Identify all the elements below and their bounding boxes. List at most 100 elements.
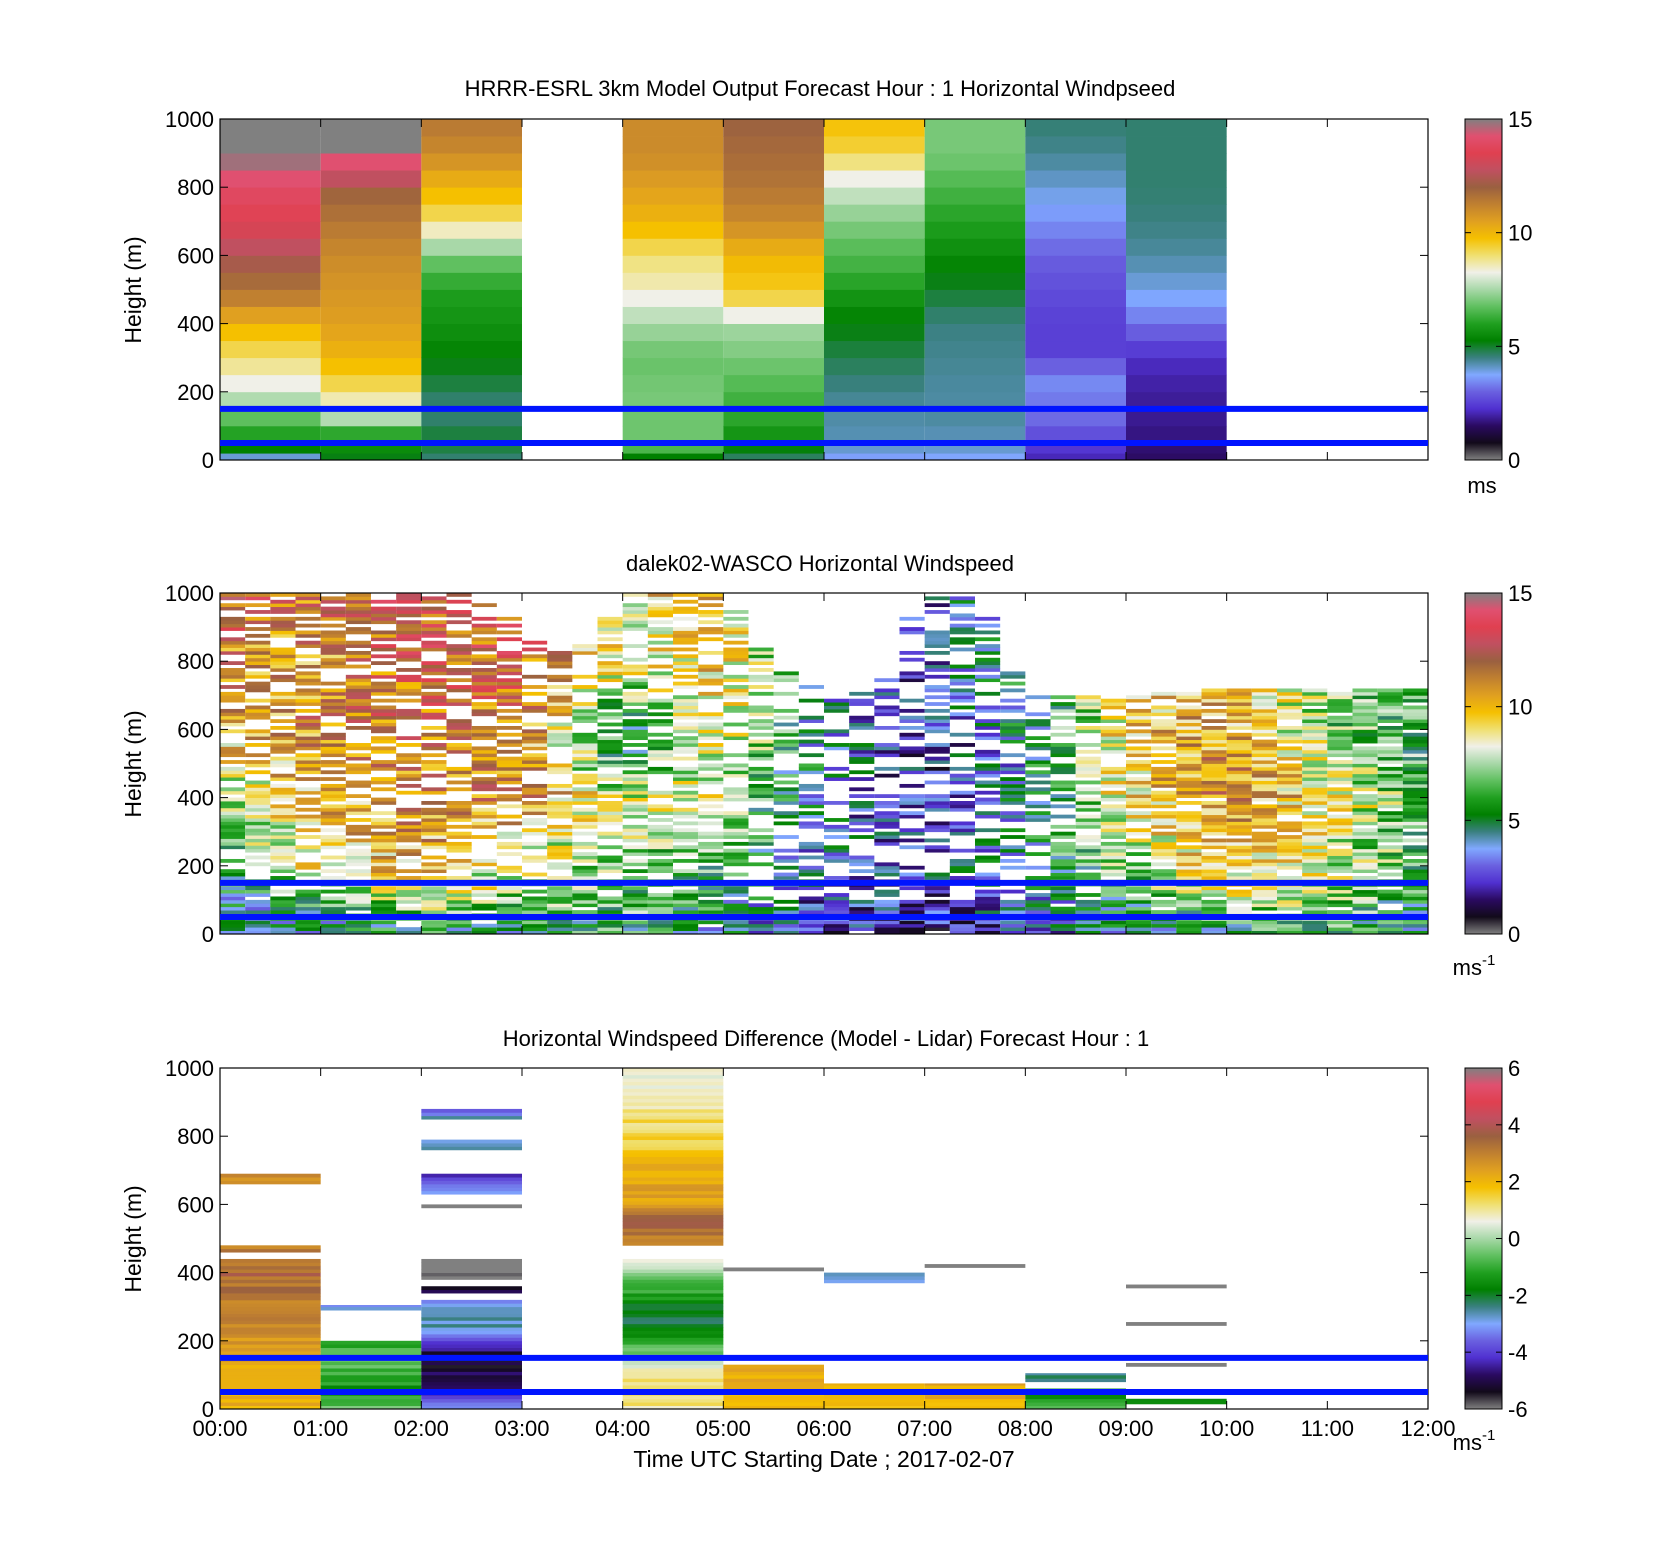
heatmap-cell	[270, 855, 296, 860]
heatmap-cell	[220, 1381, 321, 1386]
heatmap-cell	[874, 678, 900, 683]
heatmap-cell	[421, 1265, 522, 1270]
colorbar-tick-label: 15	[1508, 107, 1532, 132]
heatmap-cell	[673, 698, 699, 703]
heatmap-cell	[924, 442, 1026, 454]
heatmap-cell	[698, 777, 724, 781]
heatmap-cell	[1327, 848, 1353, 853]
heatmap-cell	[547, 930, 573, 934]
heatmap-cell	[1277, 753, 1303, 758]
heatmap-cell	[924, 633, 950, 638]
heatmap-cell	[975, 623, 1001, 628]
heatmap-cell	[622, 1122, 724, 1127]
heatmap-cell	[1025, 760, 1051, 764]
heatmap-cell	[673, 848, 699, 853]
heatmap-cell	[446, 876, 472, 880]
heatmap-cell	[1050, 715, 1076, 720]
heatmap-cell	[320, 633, 346, 638]
heatmap-cell	[1000, 739, 1026, 744]
heatmap-cell	[220, 841, 246, 846]
heatmap-cell	[1050, 702, 1076, 706]
heatmap-cell	[270, 777, 296, 781]
heatmap-cell	[1176, 814, 1202, 819]
heatmap-cell	[1226, 695, 1252, 700]
heatmap-cell	[1352, 889, 1378, 894]
heatmap-cell	[396, 852, 422, 856]
heatmap-cell	[924, 749, 950, 754]
heatmap-cell	[371, 848, 397, 853]
heatmap-cell	[220, 306, 321, 324]
heatmap-cell	[622, 289, 724, 307]
heatmap-cell	[220, 170, 321, 188]
heatmap-cell	[295, 896, 321, 901]
heatmap-cell	[1151, 773, 1177, 778]
heatmap-cell	[220, 869, 246, 874]
heatmap-cell	[1377, 790, 1403, 795]
heatmap-cell	[1151, 770, 1177, 775]
heatmap-cell	[1050, 797, 1076, 802]
heatmap-cell	[798, 739, 824, 744]
heatmap-cell	[1402, 814, 1428, 819]
heatmap-cell	[874, 743, 900, 747]
heatmap-cell	[572, 732, 598, 737]
heatmap-cell	[1000, 722, 1026, 727]
heatmap-cell	[421, 766, 447, 771]
heatmap-cell	[320, 770, 346, 775]
heatmap-cell	[1100, 804, 1126, 809]
heatmap-cell	[220, 1265, 321, 1270]
heatmap-cell	[270, 732, 296, 737]
heatmap-cell	[597, 807, 623, 812]
heatmap-cell	[673, 930, 699, 934]
heatmap-cell	[899, 749, 925, 754]
heatmap-cell	[245, 841, 271, 846]
heatmap-cell	[421, 807, 447, 812]
heatmap-cell	[345, 862, 371, 867]
heatmap-cell	[622, 910, 648, 914]
heatmap-cell	[1377, 896, 1403, 901]
heatmap-cell	[245, 838, 271, 843]
heatmap-cell	[1302, 821, 1328, 826]
heatmap-cell	[1000, 787, 1026, 792]
heatmap-cell	[622, 1337, 724, 1342]
heatmap-cell	[824, 170, 925, 188]
heatmap-cell	[1201, 893, 1227, 897]
heatmap-cell	[1126, 811, 1152, 816]
heatmap-cell	[547, 708, 573, 713]
heatmap-cell	[320, 903, 346, 908]
heatmap-cell	[471, 627, 497, 631]
heatmap-cell	[572, 801, 598, 805]
heatmap-cell	[371, 613, 397, 618]
heatmap-cell	[1201, 719, 1227, 723]
heatmap-cell	[723, 633, 749, 638]
heatmap-cell	[345, 770, 371, 775]
heatmap-cell	[496, 760, 522, 764]
heatmap-cell	[446, 746, 472, 751]
heatmap-cell	[320, 644, 346, 648]
heatmap-cell	[647, 756, 673, 761]
heatmap-cell	[1176, 746, 1202, 751]
heatmap-cell	[647, 869, 673, 874]
heatmap-cell	[270, 903, 296, 908]
heatmap-cell	[924, 848, 950, 853]
heatmap-cell	[572, 841, 598, 846]
heatmap-cell	[1100, 858, 1126, 863]
heatmap-cell	[1176, 899, 1202, 904]
y-tick-label: 1000	[165, 107, 214, 132]
heatmap-cell	[220, 204, 321, 222]
heatmap-cell	[295, 807, 321, 812]
heatmap-cell	[220, 1248, 321, 1253]
heatmap-cell	[949, 858, 975, 863]
heatmap-cell	[622, 170, 724, 188]
heatmap-cell	[245, 804, 271, 809]
heatmap-cell	[471, 862, 497, 867]
heatmap-cell	[899, 831, 925, 836]
heatmap-cell	[1352, 746, 1378, 751]
heatmap-cell	[622, 1149, 724, 1154]
heatmap-cell	[1201, 899, 1227, 904]
heatmap-cell	[396, 899, 422, 904]
heatmap-cell	[1277, 899, 1303, 904]
heatmap-cell	[547, 657, 573, 662]
heatmap-cell	[446, 811, 472, 816]
heatmap-cell	[421, 828, 447, 833]
heatmap-cell	[1277, 725, 1303, 730]
